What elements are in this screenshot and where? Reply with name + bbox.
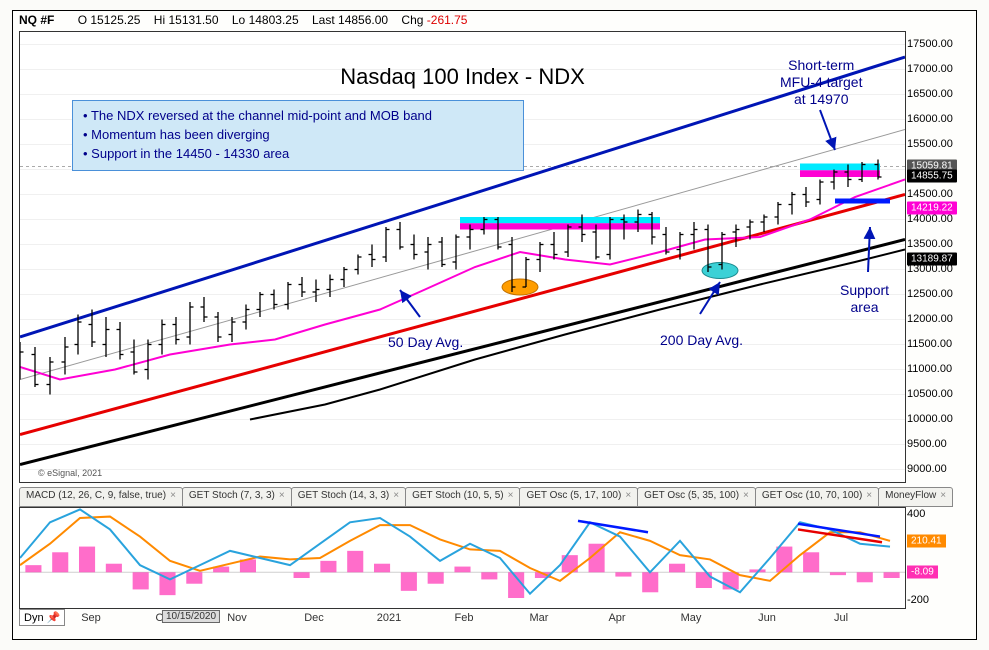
close-icon[interactable]: × xyxy=(621,490,631,501)
label-200day: 200 Day Avg. xyxy=(660,332,743,349)
ohlc-bar: NQ #F O 15125.25 Hi 15131.50 Lo 14803.25… xyxy=(19,13,467,27)
close-icon[interactable]: × xyxy=(389,490,399,501)
x-axis-label: 2021 xyxy=(377,612,401,624)
x-axis-label: Feb xyxy=(455,612,474,624)
indicator-tab[interactable]: MACD (12, 26, C, 9, false, true)× xyxy=(19,487,183,507)
symbol: NQ #F xyxy=(19,13,64,27)
close-icon[interactable]: × xyxy=(739,490,749,501)
indicator-tab-row: MACD (12, 26, C, 9, false, true)×GET Sto… xyxy=(19,487,952,507)
copyright: © eSignal, 2021 xyxy=(38,468,102,478)
x-axis: SepOctNovDec2021FebMarAprMayJunJul10/15/… xyxy=(19,609,904,631)
x-axis-label: Jul xyxy=(834,612,848,624)
indicator-tab[interactable]: GET Osc (5, 35, 100)× xyxy=(637,487,756,507)
osc-svg xyxy=(20,508,905,608)
osc-y-axis: -2000200400210.41-8.09 xyxy=(907,507,971,607)
label-target: Short-term MFU-4 target at 14970 xyxy=(780,57,862,107)
oscillator-panel[interactable] xyxy=(19,507,906,609)
x-axis-label: May xyxy=(681,612,702,624)
close-icon[interactable]: × xyxy=(862,490,872,501)
indicator-tab[interactable]: GET Osc (10, 70, 100)× xyxy=(755,487,879,507)
x-axis-label: Mar xyxy=(530,612,549,624)
close-icon[interactable]: × xyxy=(936,490,946,501)
indicator-tab[interactable]: GET Stoch (14, 3, 3)× xyxy=(291,487,406,507)
indicator-tab[interactable]: GET Stoch (7, 3, 3)× xyxy=(182,487,292,507)
label-support: Support area xyxy=(840,282,889,316)
x-axis-label: Apr xyxy=(608,612,625,624)
indicator-tab[interactable]: MoneyFlow× xyxy=(878,487,953,507)
close-icon[interactable]: × xyxy=(504,490,514,501)
chart-title: Nasdaq 100 Index - NDX xyxy=(20,64,905,90)
x-axis-label: Nov xyxy=(227,612,247,624)
chart-container: NQ #F O 15125.25 Hi 15131.50 Lo 14803.25… xyxy=(12,10,977,640)
close-icon[interactable]: × xyxy=(275,490,285,501)
x-axis-date-marker[interactable]: 10/15/2020 xyxy=(162,610,220,623)
price-y-axis: 9000.009500.0010000.0010500.0011000.0011… xyxy=(907,31,971,481)
x-axis-label: Sep xyxy=(81,612,101,624)
indicator-tab[interactable]: GET Osc (5, 17, 100)× xyxy=(519,487,638,507)
label-50day: 50 Day Avg. xyxy=(388,334,463,351)
close-icon[interactable]: × xyxy=(166,490,176,501)
x-axis-label: Dec xyxy=(304,612,324,624)
indicator-tab[interactable]: GET Stoch (10, 5, 5)× xyxy=(405,487,520,507)
price-chart[interactable]: Nasdaq 100 Index - NDX • The NDX reverse… xyxy=(19,31,906,483)
x-axis-label: Jun xyxy=(758,612,776,624)
note-box: • The NDX reversed at the channel mid-po… xyxy=(72,100,524,171)
